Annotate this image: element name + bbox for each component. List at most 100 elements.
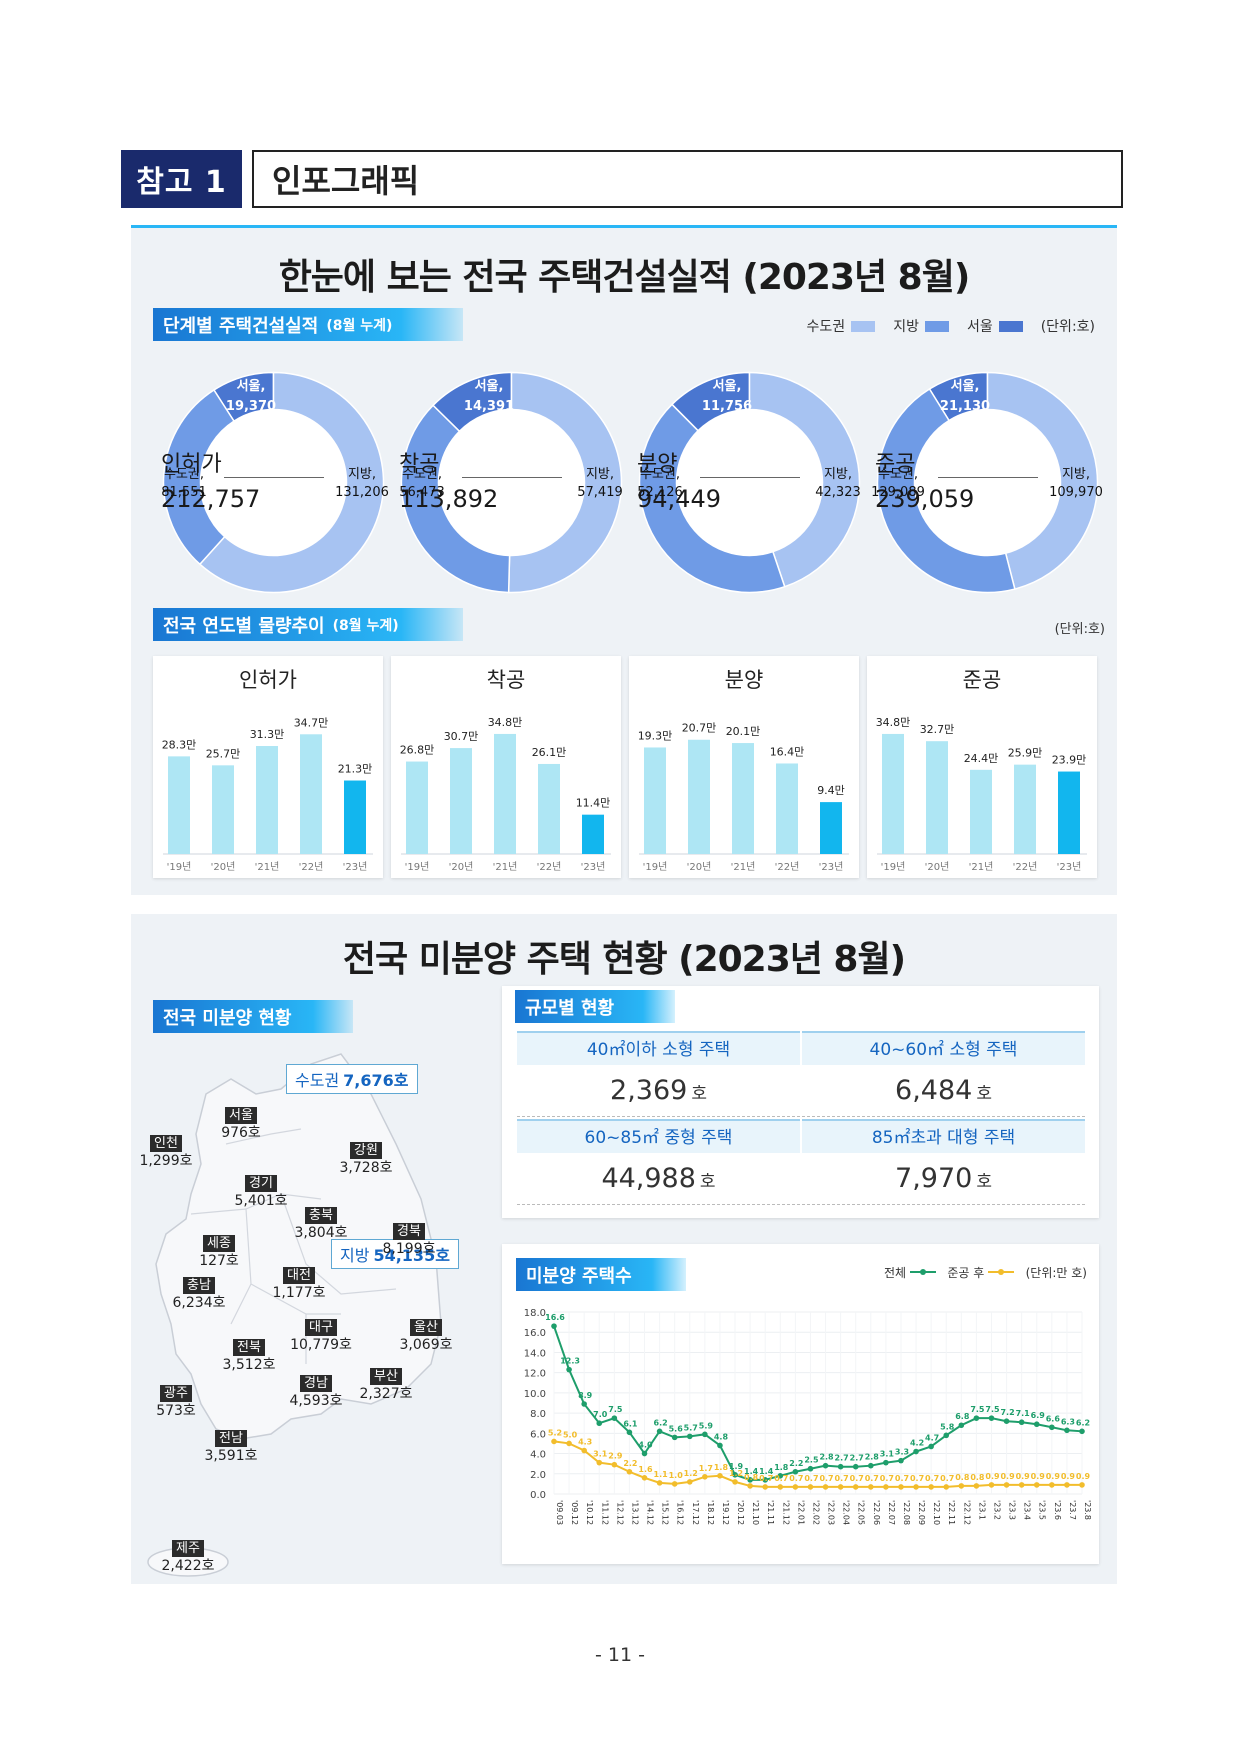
donut-local-label: 지방, 109,970 [1047, 466, 1105, 502]
line-x-tick: '19.12 [721, 1500, 730, 1525]
region-value: 2,327호 [359, 1386, 413, 1402]
line-x-tick: '13.12 [630, 1500, 639, 1525]
label-all: 3.1 [880, 1450, 895, 1459]
construction-panel: 한눈에 보는 전국 주택건설실적 (2023년 8월) 단계별 주택건설실적 (… [131, 225, 1117, 895]
bar-chart-svg: 28.3만 '19년 25.7만 '20년 31.3만 '21년 34.7만 '22년 21.3… [162, 716, 373, 873]
label-all: 5.6 [669, 1424, 684, 1433]
donut-hole [676, 409, 823, 556]
point-all [777, 1473, 784, 1479]
donut-total: 239,059 [875, 485, 975, 513]
donut-seoul-name: 서울, [712, 379, 742, 394]
donut-legend: 수도권 지방 서울 (단위:호) [807, 316, 1095, 336]
point-all [898, 1457, 904, 1464]
point-after [581, 1447, 587, 1454]
bar-card-title: 준공 [962, 668, 1002, 692]
bar-value-label: 31.3만 [250, 728, 285, 741]
bar-x-tick: '23년 [1057, 861, 1082, 873]
region-label: 인천 1,299호 [126, 1134, 206, 1170]
donut-total: 94,449 [637, 485, 721, 513]
donut-seoul-name: 서울, [950, 379, 980, 394]
bar-x-tick: '20년 [925, 861, 950, 873]
region-label: 울산 3,069호 [386, 1318, 466, 1354]
size-cell-value: 2,369 [610, 1075, 688, 1106]
line-x-tick: '09.12 [570, 1500, 579, 1525]
line-y-tick: 0.0 [530, 1490, 546, 1501]
label-all: 6.3 [1061, 1417, 1075, 1426]
point-all [973, 1415, 980, 1421]
map-ribbon-label: 전국 미분양 현황 [163, 1007, 292, 1029]
label-all: 2.7 [835, 1454, 849, 1463]
bar-x-tick: '22년 [775, 861, 800, 873]
label-all: 7.0 [593, 1410, 608, 1419]
label-after: 0.7 [835, 1474, 849, 1483]
point-all [1018, 1419, 1025, 1426]
region-value: 10,779호 [290, 1337, 352, 1353]
point-all [596, 1420, 603, 1427]
map-ribbon: 전국 미분양 현황 [153, 1000, 353, 1033]
size-cell-value-wrap: 6,484 호 [802, 1065, 1085, 1117]
bar-card-title: 분양 [724, 668, 764, 692]
unsold-line-chart: 미분양 주택수 전체 준공 후 (단위:만 호) 0.0 2.0 4.0 6.0 8.0… [502, 1244, 1099, 1564]
point-all [868, 1462, 874, 1469]
label-after: 2.9 [608, 1452, 623, 1461]
legend-metro-swatch [851, 320, 876, 332]
point-all [852, 1463, 859, 1470]
size-ribbon-label: 규모별 현황 [525, 997, 615, 1019]
bar-value-label: 25.9만 [1008, 747, 1043, 760]
bar-value-label: 9.4만 [817, 784, 845, 797]
donut-metro-label: 수도권, 129,089 [871, 466, 925, 502]
line-y-tick: 14.0 [524, 1348, 546, 1359]
line-x-tick: '15.12 [661, 1500, 670, 1525]
label-after: 0.7 [850, 1474, 864, 1483]
donut-svg [400, 371, 623, 594]
bar-x-tick: '19년 [881, 861, 906, 873]
point-all [943, 1432, 950, 1439]
bar-card-start: 착공 26.8만 '19년 30.7만 '20년 34.8만 '21년 26.1만 '22년 11… [391, 656, 621, 878]
size-cell-value-wrap: 2,369 호 [517, 1065, 800, 1117]
point-after [1003, 1482, 1010, 1488]
label-all: 6.6 [1046, 1414, 1061, 1423]
point-after [1064, 1482, 1070, 1488]
bar-value-label: 25.7만 [206, 747, 241, 760]
point-after [717, 1473, 723, 1479]
label-after: 1.7 [699, 1464, 713, 1473]
point-all [551, 1323, 557, 1329]
label-all: 1.4 [744, 1467, 759, 1476]
label-all: 6.9 [1031, 1411, 1046, 1420]
size-status-box: 40㎡이하 소형 주택 2,369 호 40~60㎡ 소형 주택 6,484 호 6… [502, 986, 1099, 1218]
size-cell-large: 85㎡초과 대형 주택 7,970 호 [802, 1119, 1085, 1205]
donut-metro-name: 수도권, [401, 467, 442, 482]
point-after [747, 1483, 753, 1489]
line-x-tick: '22.08 [902, 1500, 911, 1525]
point-after [686, 1479, 693, 1485]
bar-value-label: 21.3만 [338, 763, 373, 776]
donut-local-name: 지방, [585, 467, 615, 482]
line-x-tick: '12.12 [615, 1500, 624, 1525]
donut-completion: 준공 239,059 서울, 21,130 수도권, 129,089 지방, 109,970 [871, 370, 1103, 595]
bar [688, 739, 710, 854]
region-label: 대전 1,177호 [259, 1266, 339, 1302]
line-y-tick: 10.0 [524, 1389, 546, 1400]
donut-divider [700, 477, 800, 478]
donut-divider [224, 477, 324, 478]
legend-seoul: 서울 [966, 319, 993, 335]
donut-seoul-value: 11,756 [701, 399, 753, 414]
size-cell-value: 44,988 [601, 1163, 696, 1194]
bar-value-label: 34.7만 [294, 716, 329, 729]
donut-metro-value: 56,473 [399, 485, 445, 500]
label-after: 1.1 [654, 1470, 669, 1479]
donut-name: 분양 [637, 452, 678, 477]
local-callout-label: 지방 [340, 1246, 370, 1265]
donut-hole [200, 409, 347, 556]
donut-metro-value: 81,551 [161, 485, 207, 500]
label-all: 7.1 [1016, 1409, 1031, 1418]
bar [1058, 771, 1080, 854]
bar [644, 747, 666, 854]
point-all [747, 1477, 753, 1483]
point-after [868, 1484, 874, 1490]
point-after [566, 1440, 572, 1447]
legend-line-unit: (단위:만 호) [1025, 1266, 1087, 1280]
point-after [596, 1459, 603, 1466]
size-cell-label: 40~60㎡ 소형 주택 [802, 1031, 1085, 1065]
bar-value-label: 26.1만 [532, 746, 567, 759]
